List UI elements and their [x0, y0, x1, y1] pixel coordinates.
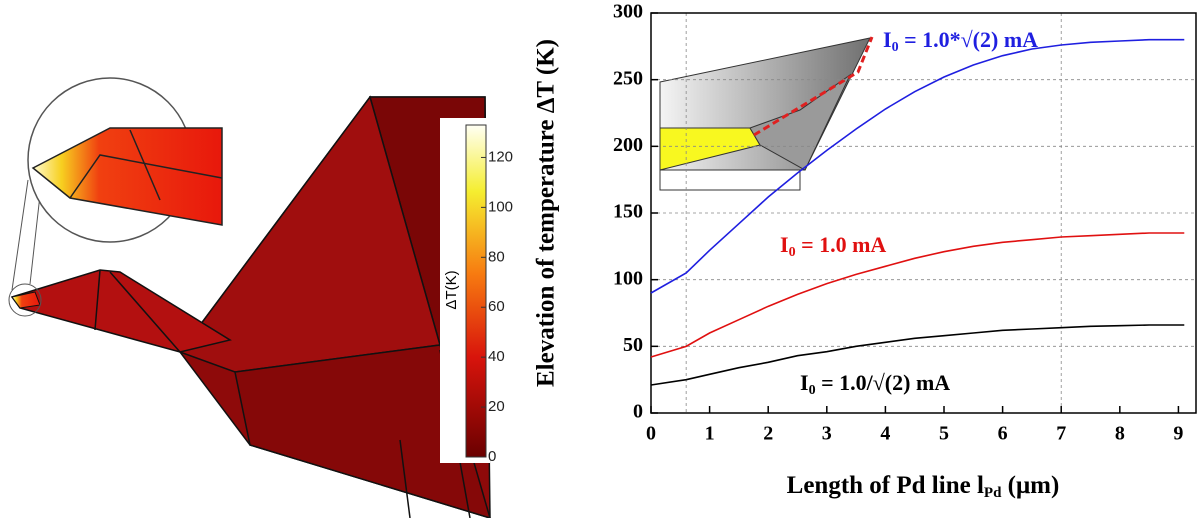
zoom-inset: [8, 77, 223, 317]
series-label-text: I: [883, 27, 892, 52]
colorbar-label: ΔT(K): [443, 270, 460, 309]
colorbar: ΔT(K) 0 20 40 60 80 100 120: [440, 118, 513, 465]
x-tick-label: 7: [1056, 423, 1066, 445]
colorbar-tick-label: 20: [488, 398, 505, 415]
colorbar-tick-label: 100: [488, 198, 513, 215]
plot-frame: [650, 12, 1197, 414]
y-axis-label: Elevation of temperature ΔT (K): [533, 39, 560, 387]
colorbar-tick-label: 0: [488, 448, 496, 465]
x-tick-label: 1: [705, 423, 715, 445]
series-label: I0 = 1.0 mA: [780, 232, 886, 260]
series-label-sub: 0: [892, 40, 899, 55]
colorbar-scale: [465, 124, 487, 458]
series-label-rest: = 1.0/√(2) mA: [816, 370, 951, 395]
y-tick-label: 200: [613, 134, 643, 156]
x-tick-label: 0: [646, 423, 656, 445]
y-tick-label: 50: [623, 334, 643, 356]
y-tick-label: 300: [613, 1, 643, 23]
x-tick-label: 5: [939, 423, 949, 445]
y-tick-label: 100: [613, 267, 643, 289]
series-label-text: I: [780, 232, 789, 257]
y-tick-label: 0: [633, 401, 643, 423]
x-tick-label: 3: [822, 423, 832, 445]
series-label-rest: = 1.0*√(2) mA: [899, 27, 1039, 52]
x-axis-label-sub: Pd: [984, 485, 1002, 501]
colorbar-tick-label: 120: [488, 148, 513, 165]
x-tick-label: 4: [880, 423, 890, 445]
colorbar-tick-label: 60: [488, 298, 505, 315]
series-label: I0 = 1.0*√(2) mA: [883, 27, 1038, 55]
colorbar-tick-label: 80: [488, 248, 505, 265]
series-label: I0 = 1.0/√(2) mA: [800, 370, 950, 398]
chart-inset: [659, 36, 874, 191]
x-axis-label: Length of Pd line lPd (μm): [787, 472, 1060, 502]
y-tick-label: 150: [613, 201, 643, 223]
series-label-sub: 0: [789, 245, 796, 260]
series-line: [650, 38, 1185, 294]
x-tick-label: 8: [1115, 423, 1125, 445]
x-tick-label: 6: [998, 423, 1008, 445]
x-tick-label: 2: [763, 423, 773, 445]
x-axis-label-text: Length of Pd line l: [787, 472, 984, 499]
series-line: [650, 232, 1185, 358]
colorbar-tick-label: 40: [488, 348, 505, 365]
x-tick-label: 9: [1173, 423, 1183, 445]
x-axis-label-unit: (μm): [1001, 472, 1059, 499]
line-chart: Elevation of temperature ΔT (K) Length o…: [533, 1, 1197, 502]
series-label-rest: = 1.0 mA: [796, 232, 887, 257]
series-label-sub: 0: [809, 383, 816, 398]
series-line: [650, 324, 1185, 386]
y-tick-label: 250: [613, 67, 643, 89]
series-label-text: I: [800, 370, 809, 395]
